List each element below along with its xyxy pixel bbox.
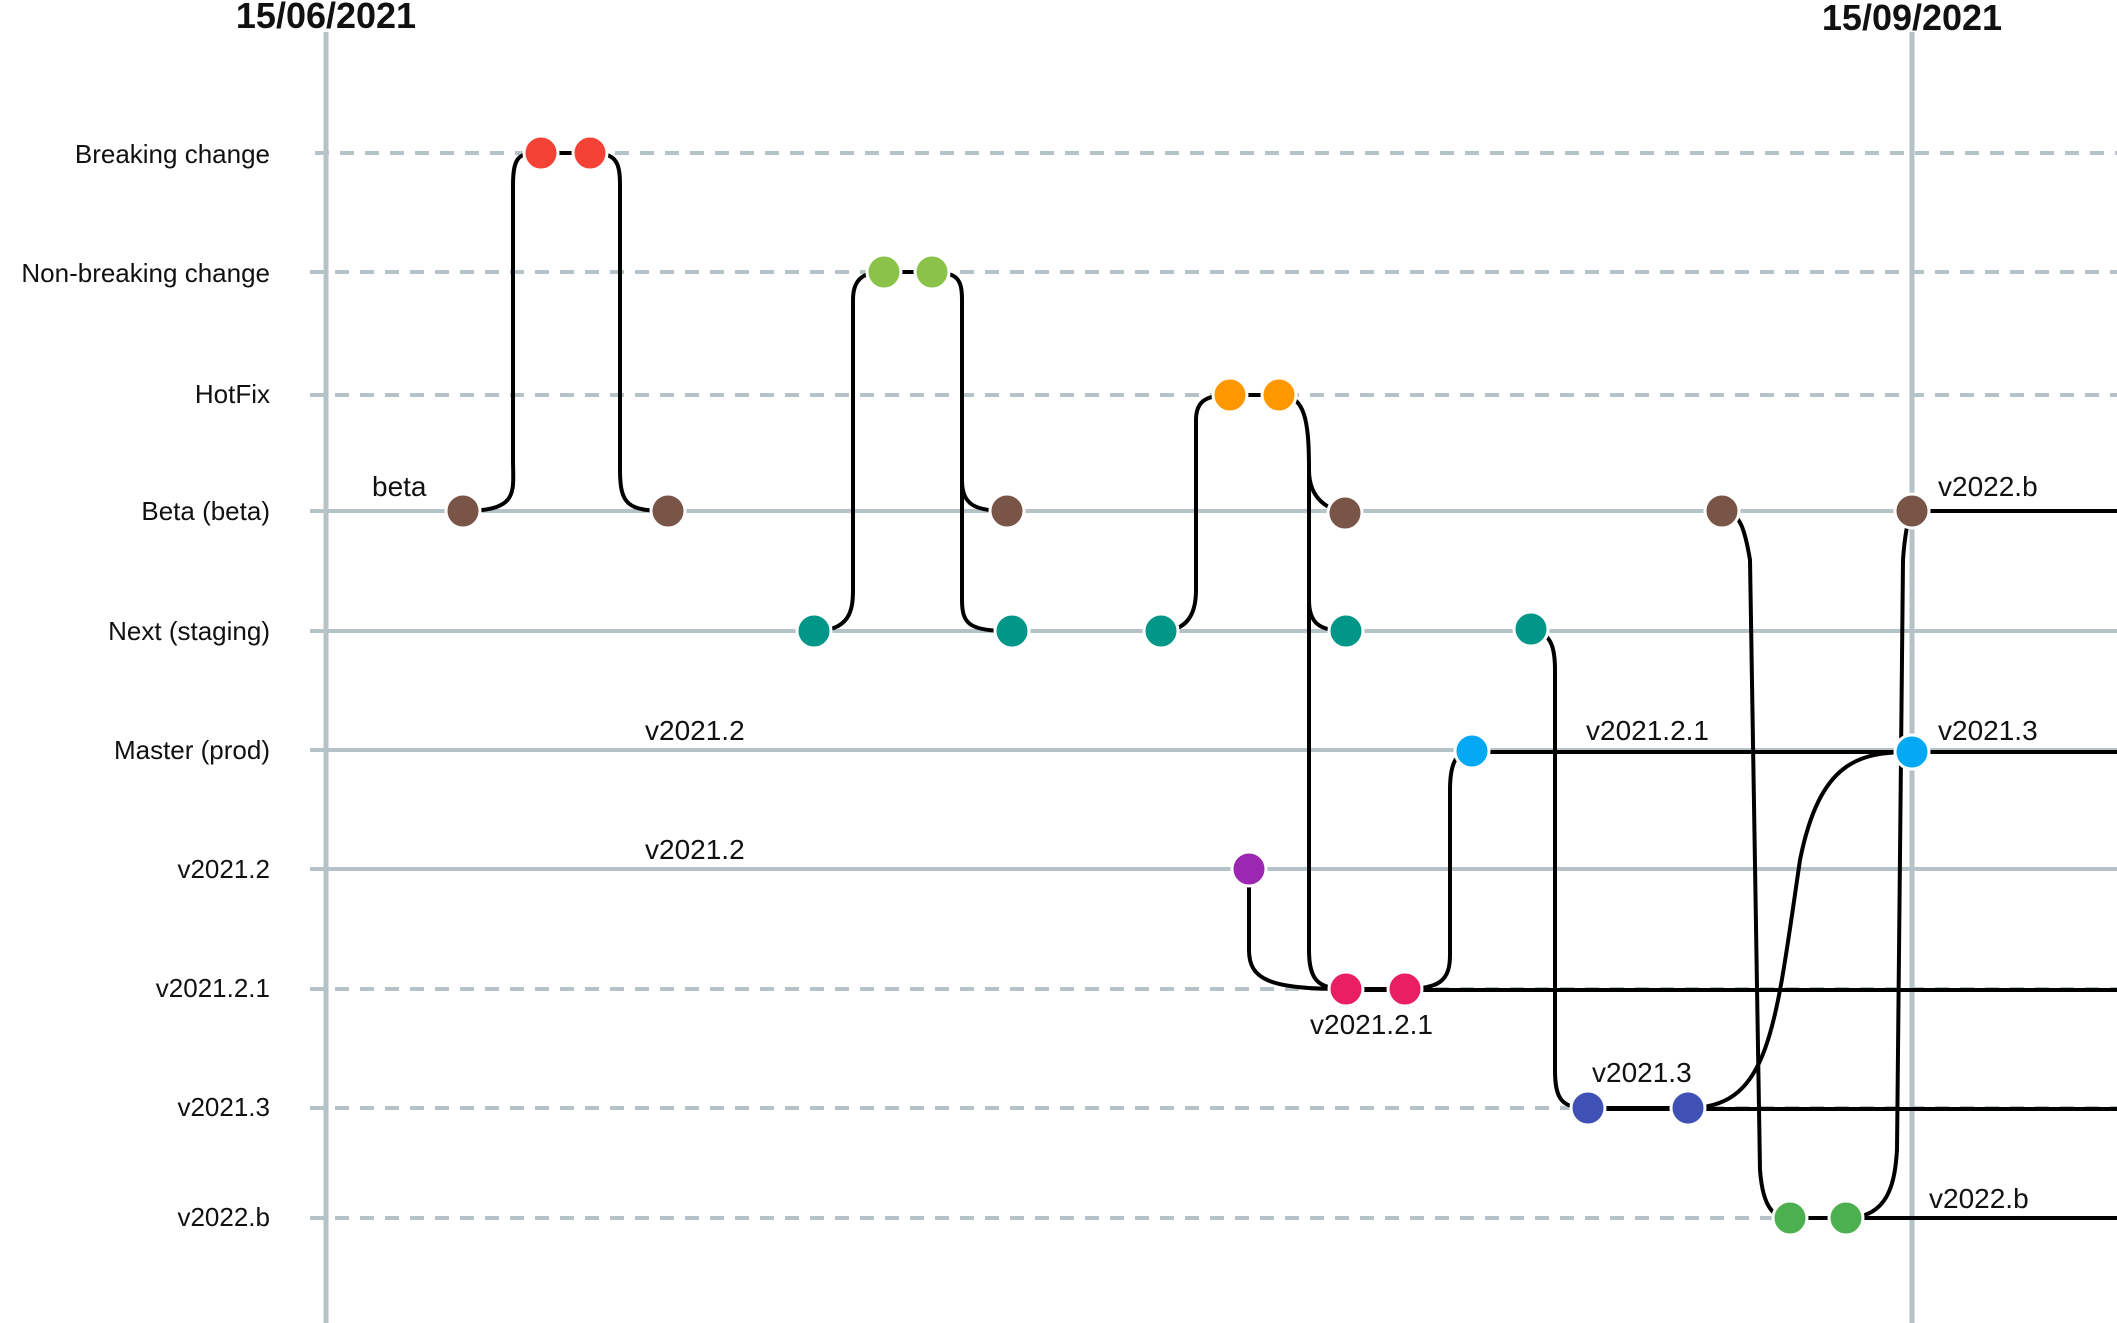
tag-v2021-2-1: v2021.2.1 [1310,1009,1433,1040]
tag-beta: beta [372,471,427,502]
link-next-to-hotfix [1160,393,1231,633]
link-hotfix-to-v2021-2-1 [1307,600,1347,991]
lane-label-v2021-2-1: v2021.2.1 [156,973,270,1003]
link-breaking-to-beta [589,151,669,513]
lane-label-v2022-b: v2022.b [177,1202,270,1232]
link-v2021-2-to-v2021-2-1 [1247,869,1347,991]
commit-v2021-2-1-b[interactable] [1386,970,1424,1008]
lane-label-next: Next (staging) [108,616,270,646]
commit-next-2[interactable] [993,612,1031,650]
commit-next-5[interactable] [1512,610,1550,648]
lane-label-v2021-3: v2021.3 [177,1092,270,1122]
commit-beta-1[interactable] [444,492,482,530]
link-hotfix-to-beta [1278,393,1346,513]
commit-hotfix-1[interactable] [1211,376,1249,414]
link-v2022-b-to-beta [1845,509,1914,1220]
date-label-end: 15/09/2021 [1822,0,2002,38]
tag-master-v2021-2-1: v2021.2.1 [1586,715,1709,746]
commit-master-2[interactable] [1893,733,1931,771]
link-next-to-nonbreaking [813,270,885,633]
commit-v2021-3-b[interactable] [1669,1089,1707,1127]
commit-v2022-b-b[interactable] [1827,1199,1865,1237]
commit-breaking-1[interactable] [522,134,560,172]
commit-beta-6[interactable] [1893,492,1931,530]
lane-label-nonbreaking: Non-breaking change [21,258,270,288]
commit-next-1[interactable] [795,612,833,650]
commit-next-4[interactable] [1327,612,1365,650]
commit-beta-2[interactable] [649,492,687,530]
commit-nonbreaking-2[interactable] [913,253,951,291]
link-v2021-3-to-master [1687,750,1913,1110]
commit-v2022-b-a[interactable] [1771,1199,1809,1237]
commit-master-1[interactable] [1453,732,1491,770]
tag-master-v2021-2: v2021.2 [645,715,745,746]
commit-next-3[interactable] [1142,612,1180,650]
commit-beta-3[interactable] [988,492,1026,530]
lane-label-v2021-2: v2021.2 [177,854,270,884]
commit-nonbreaking-1[interactable] [865,253,903,291]
date-label-start: 15/06/2021 [236,0,416,36]
commit-v2021-2-1[interactable] [1230,850,1268,888]
commit-breaking-2[interactable] [571,134,609,172]
commit-v2021-2-1-a[interactable] [1327,970,1365,1008]
lane-label-beta: Beta (beta) [141,496,270,526]
commit-v2021-3-a[interactable] [1569,1089,1607,1127]
lane-label-hotfix: HotFix [195,379,270,409]
tag-v2022-b: v2022.b [1929,1183,2029,1214]
commit-beta-4[interactable] [1326,494,1364,532]
link-beta-to-v2022-b [1721,509,1791,1220]
lane-label-breaking: Breaking change [75,139,270,169]
tag-beta-v2022-b: v2022.b [1938,471,2038,502]
tag-v2021-3: v2021.3 [1592,1057,1692,1088]
link-nonbreaking-to-next [931,270,1013,633]
commit-hotfix-2[interactable] [1260,376,1298,414]
tag-v2021-2: v2021.2 [645,834,745,865]
commit-beta-5[interactable] [1703,492,1741,530]
tag-master-v2021-3: v2021.3 [1938,715,2038,746]
link-beta-to-breaking [462,151,541,513]
lane-label-master: Master (prod) [114,735,270,765]
